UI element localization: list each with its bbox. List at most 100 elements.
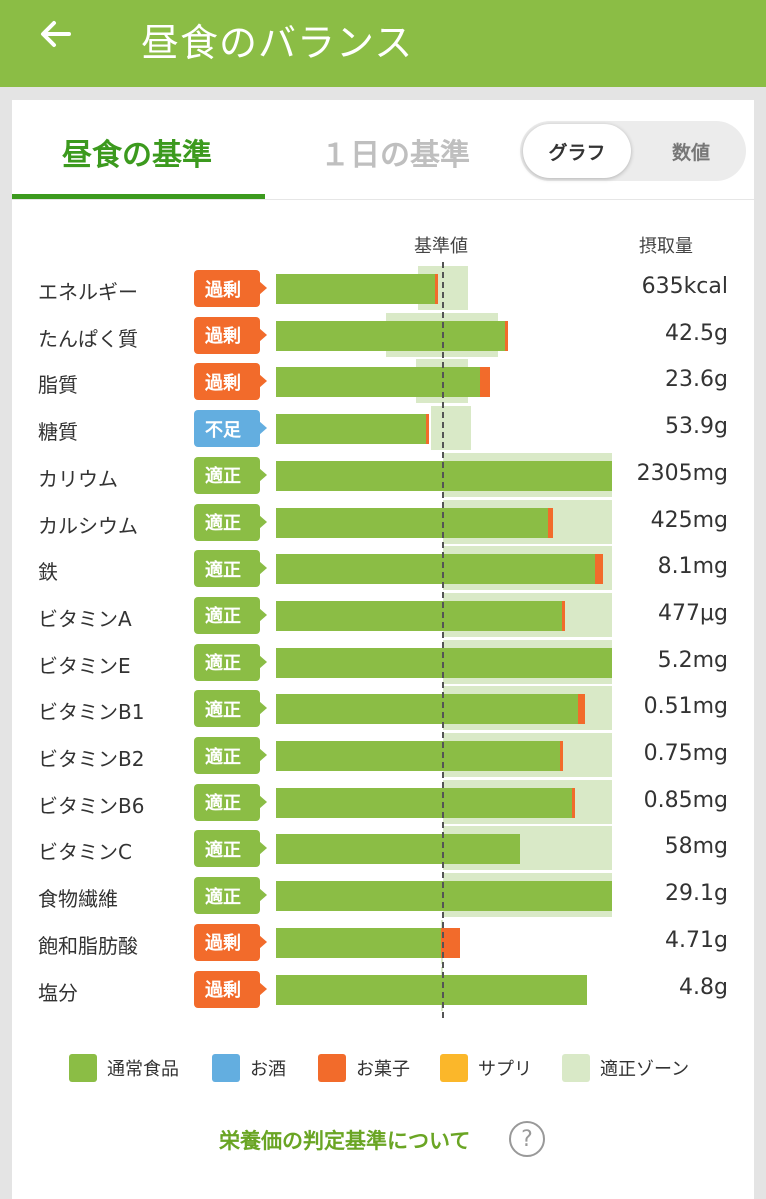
snack-bar <box>578 694 585 725</box>
legend-item: お菓子 <box>318 1054 410 1082</box>
status-badge: 過剰 <box>194 970 267 1008</box>
snack-bar <box>561 600 565 631</box>
normal-food-bar <box>276 974 587 1005</box>
intake-amount: 0.75mg <box>643 741 728 766</box>
balance-card: 昼食の基準 １日の基準 グラフ 数値 基準値 摂取量 エネルギー過剰 635kca… <box>12 100 754 1199</box>
nutrient-name: ビタミンE <box>38 653 131 678</box>
nutrient-name: ビタミンA <box>38 606 132 631</box>
tab-divider <box>12 199 754 200</box>
legend-swatch <box>440 1054 468 1082</box>
nutrient-name: 脂質 <box>38 373 78 398</box>
intake-amount: 53.9g <box>665 414 728 440</box>
normal-food-bar <box>276 320 505 351</box>
snack-bar <box>548 507 554 538</box>
legend-swatch <box>562 1054 590 1082</box>
intake-amount: 0.85mg <box>643 787 728 813</box>
criteria-link[interactable]: 栄養価の判定基準について <box>219 1129 471 1153</box>
status-badge: 適正 <box>194 456 267 494</box>
nutrient-name: 糖質 <box>38 420 78 445</box>
status-badge: 適正 <box>194 643 267 681</box>
intake-amount: 5.2mg <box>657 647 728 673</box>
normal-food-bar <box>276 600 562 631</box>
normal-food-bar <box>276 274 435 304</box>
legend-item: お酒 <box>212 1054 286 1082</box>
legend-item: サプリ <box>440 1054 532 1082</box>
tab-lunch-standard[interactable]: 昼食の基準 <box>62 138 212 173</box>
legend-label: お酒 <box>250 1059 286 1080</box>
normal-food-bar <box>276 927 442 958</box>
view-toggle: グラフ 数値 <box>520 121 746 181</box>
nutrient-name: 飽和脂肪酸 <box>38 933 138 958</box>
normal-food-bar <box>276 694 579 725</box>
nutrient-name: ビタミンB2 <box>38 747 145 771</box>
status-badge: 適正 <box>194 877 267 915</box>
nutrient-name: 鉄 <box>38 560 58 585</box>
intake-amount: 4.8g <box>679 974 728 1000</box>
nutrient-name: たんぱく質 <box>38 326 138 351</box>
intake-amount: 58mg <box>664 834 728 860</box>
status-badge: 適正 <box>194 690 267 728</box>
snack-bar <box>571 787 575 818</box>
legend-swatch <box>318 1054 346 1082</box>
status-badge: 不足 <box>194 410 267 448</box>
graph-toggle-button[interactable]: グラフ <box>523 124 631 178</box>
snack-bar <box>559 741 563 771</box>
intake-amount: 477μg <box>658 600 728 626</box>
app-bar: 昼食のバランス <box>0 0 766 87</box>
normal-food-bar <box>276 787 572 818</box>
snack-bar <box>504 320 508 351</box>
legend-label: お菓子 <box>356 1059 410 1080</box>
legend-item: 通常食品 <box>69 1054 179 1082</box>
help-icon[interactable]: ? <box>509 1121 545 1157</box>
nutrient-name: 塩分 <box>38 980 78 1005</box>
nutrient-name: ビタミンB1 <box>38 700 145 725</box>
snack-bar <box>441 927 460 958</box>
intake-amount: 4.71g <box>665 927 728 953</box>
nutrient-name: ビタミンC <box>38 840 132 865</box>
legend-label: サプリ <box>478 1059 532 1080</box>
intake-header: 摂取量 <box>639 236 693 257</box>
snack-bar <box>434 274 438 304</box>
status-badge: 適正 <box>194 783 267 821</box>
nutrient-name: カルシウム <box>38 513 138 538</box>
page-title: 昼食のバランス <box>141 21 414 65</box>
value-toggle-button[interactable]: 数値 <box>671 141 710 164</box>
legend-label: 通常食品 <box>107 1059 179 1080</box>
normal-food-bar <box>276 507 549 538</box>
normal-food-bar <box>276 741 560 771</box>
status-badge: 過剰 <box>194 316 267 354</box>
intake-amount: 2305mg <box>636 460 728 486</box>
intake-amount: 42.5g <box>665 320 728 346</box>
status-badge: 適正 <box>194 596 267 634</box>
arrow-left-icon[interactable] <box>36 14 76 54</box>
normal-food-bar <box>276 367 480 398</box>
intake-amount: 8.1mg <box>657 554 728 580</box>
legend-item: 適正ゾーン <box>562 1054 689 1082</box>
nutrient-name: ビタミンB6 <box>38 793 145 818</box>
normal-food-bar <box>276 554 595 585</box>
nutrient-name: カリウム <box>38 466 118 491</box>
status-badge: 適正 <box>194 550 267 588</box>
intake-amount: 425mg <box>650 507 728 533</box>
status-badge: 適正 <box>194 830 267 868</box>
nutrient-name: エネルギー <box>38 280 138 304</box>
normal-food-bar <box>276 834 520 865</box>
normal-food-bar <box>276 414 427 445</box>
intake-amount: 635kcal <box>641 274 728 299</box>
status-badge: 過剰 <box>194 363 267 401</box>
tab-indicator <box>12 194 265 199</box>
tab-daily-standard[interactable]: １日の基準 <box>320 138 470 173</box>
legend-label: 適正ゾーン <box>600 1059 690 1080</box>
snack-bar <box>594 554 604 585</box>
intake-amount: 0.51mg <box>643 694 728 720</box>
reference-line <box>442 262 444 1018</box>
snack-bar <box>479 367 490 398</box>
status-badge: 過剰 <box>194 923 267 961</box>
legend-swatch <box>212 1054 240 1082</box>
nutrient-name: 食物繊維 <box>38 887 118 912</box>
intake-amount: 23.6g <box>665 367 728 393</box>
status-badge: 適正 <box>194 737 267 774</box>
reference-header: 基準値 <box>414 236 468 257</box>
adequate-zone <box>431 406 472 451</box>
legend-swatch <box>69 1054 97 1082</box>
